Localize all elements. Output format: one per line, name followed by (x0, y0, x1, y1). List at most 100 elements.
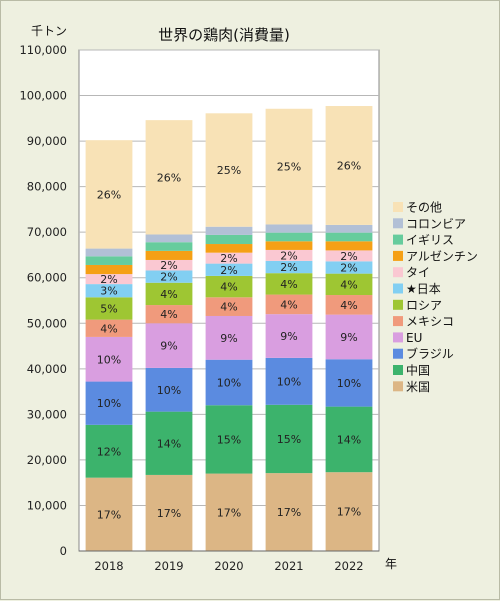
bar-segment (85, 256, 133, 265)
data-label: 25% (277, 161, 301, 174)
data-label: 15% (277, 433, 301, 446)
legend-label: 米国 (406, 380, 430, 394)
bar-segment (205, 263, 253, 276)
bar-segment (205, 473, 253, 551)
data-label: 15% (217, 433, 241, 446)
x-tick-label: 2019 (154, 559, 183, 573)
y-tick-label: 100,000 (19, 89, 67, 103)
data-label: 2% (340, 261, 357, 274)
data-label: 2% (160, 259, 177, 272)
x-tick-label: 2020 (214, 559, 243, 573)
bar-segment (205, 359, 253, 406)
data-label: 4% (280, 298, 297, 311)
data-label: 17% (337, 506, 361, 519)
bar-segment (265, 473, 313, 551)
bar-segment (85, 248, 133, 257)
bar-segment (205, 275, 253, 298)
bar-segment (265, 260, 313, 274)
x-axis-unit-label: 年 (385, 557, 397, 571)
data-label: 17% (277, 506, 301, 519)
bar-segment (85, 284, 133, 298)
bar-segment (205, 297, 253, 316)
y-tick-label: 20,000 (27, 453, 67, 467)
bar-segment (325, 261, 373, 274)
data-label: 17% (97, 508, 121, 521)
data-label: 2% (280, 249, 297, 262)
data-label: 9% (160, 340, 177, 353)
y-tick-label: 90,000 (27, 134, 67, 148)
data-label: 4% (220, 281, 237, 294)
bar-segment (205, 405, 253, 474)
bar-segment (205, 244, 253, 253)
bar-segment (145, 305, 193, 324)
data-label: 4% (340, 299, 357, 312)
bar-segment (325, 224, 373, 233)
legend-label: タイ (406, 266, 430, 280)
data-label: 2% (160, 271, 177, 284)
bar-segment (325, 472, 373, 551)
bar-segment (265, 249, 313, 261)
bar-segment (265, 294, 313, 315)
data-label: 14% (337, 433, 361, 446)
bar-segment (325, 106, 373, 225)
bar-segment (205, 226, 253, 235)
data-label: 2% (340, 250, 357, 263)
bar-segment (325, 359, 373, 407)
data-label: 10% (97, 397, 121, 410)
bar-segment (265, 232, 313, 242)
bar-segment (265, 314, 313, 358)
data-label: 9% (340, 331, 357, 344)
bar-segment (85, 274, 133, 285)
y-tick-label: 70,000 (27, 225, 67, 239)
bar-segment (85, 140, 133, 249)
y-tick-label: 50,000 (27, 316, 67, 330)
data-label: 3% (100, 285, 117, 298)
legend-swatch (393, 365, 403, 375)
legend-swatch (393, 250, 403, 261)
legend-label: ブラジル (406, 346, 454, 361)
y-tick-label: 0 (60, 544, 67, 558)
bar-segment (265, 108, 313, 225)
bar-segment (85, 424, 133, 478)
bar-segment (145, 234, 193, 243)
data-label: 4% (160, 288, 177, 301)
data-label: 2% (280, 261, 297, 274)
legend-label: アルゼンチン (406, 249, 478, 263)
data-label: 4% (220, 301, 237, 314)
bar-segment (325, 406, 373, 473)
bar-segment (145, 323, 193, 368)
legend-swatch (393, 299, 403, 310)
bar-segment (205, 113, 253, 227)
legend-swatch (393, 218, 403, 229)
legend-swatch (393, 202, 403, 212)
data-label: 9% (280, 330, 297, 343)
y-tick-label: 110,000 (19, 43, 67, 57)
bar-segment (265, 241, 313, 250)
legend-swatch (393, 283, 403, 294)
data-label: 26% (97, 188, 121, 201)
data-label: 10% (97, 353, 121, 366)
legend-label: ★日本 (406, 282, 441, 296)
bar-segment (85, 264, 133, 275)
bar-segment (265, 404, 313, 474)
data-label: 26% (337, 159, 361, 172)
bar-segment (325, 273, 373, 296)
bar-segment (265, 357, 313, 405)
legend-swatch (393, 348, 403, 359)
bar-segment (145, 120, 193, 235)
bar-segment (85, 297, 133, 320)
data-label: 2% (100, 273, 117, 286)
data-label: 4% (160, 308, 177, 321)
bar-segment (145, 474, 193, 551)
data-label: 12% (97, 445, 121, 458)
plot-area: 0 10,000 20,000 30,000 40,000 50,000 60,000 70,… (19, 43, 380, 573)
bar-segment (145, 250, 193, 260)
bar-segment (205, 315, 253, 360)
legend-swatch (393, 332, 403, 343)
legend-label: 中国 (406, 363, 430, 378)
legend-label: メキシコ (406, 315, 454, 329)
bar-segment (325, 241, 373, 251)
legend-label: コロンビア (406, 217, 466, 231)
legend-swatch (393, 267, 403, 278)
